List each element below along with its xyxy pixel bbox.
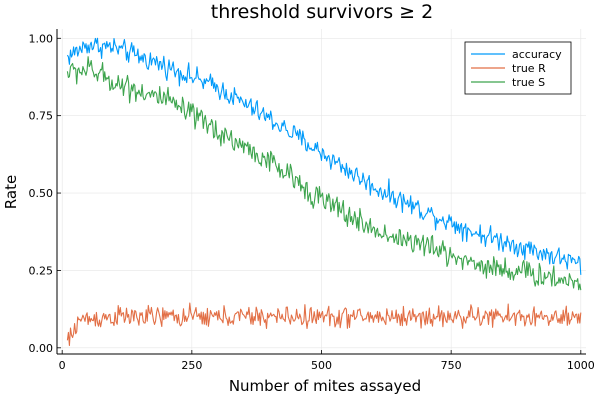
series-line-accuracy <box>66 37 582 275</box>
x-tick-label: 750 <box>441 359 462 372</box>
x-tick-label: 0 <box>59 359 66 372</box>
legend-label: accuracy <box>512 48 562 61</box>
series-line-true-s <box>66 56 582 291</box>
legend-label: true S <box>512 76 545 89</box>
x-axis-label: Number of mites assayed <box>229 377 421 395</box>
y-tick-label: 0.50 <box>29 187 54 200</box>
legend-label: true R <box>512 62 546 75</box>
y-tick-label: 1.00 <box>29 32 54 45</box>
series-line-true-r <box>66 302 582 347</box>
x-tick-label: 1000 <box>567 359 595 372</box>
tick-labels: 0 250 500 750 1000 0.00 0.25 0.50 0.75 1.00 <box>29 32 595 372</box>
y-axis-label: Rate <box>2 175 20 209</box>
y-tick-label: 0.00 <box>29 342 54 355</box>
y-tick-label: 0.75 <box>29 110 54 123</box>
y-tick-label: 0.25 <box>29 264 54 277</box>
x-tick-label: 500 <box>311 359 332 372</box>
grid <box>57 29 586 354</box>
chart-title: threshold survivors ≥ 2 <box>211 1 433 23</box>
series-layer <box>66 37 582 347</box>
x-tick-label: 250 <box>181 359 202 372</box>
